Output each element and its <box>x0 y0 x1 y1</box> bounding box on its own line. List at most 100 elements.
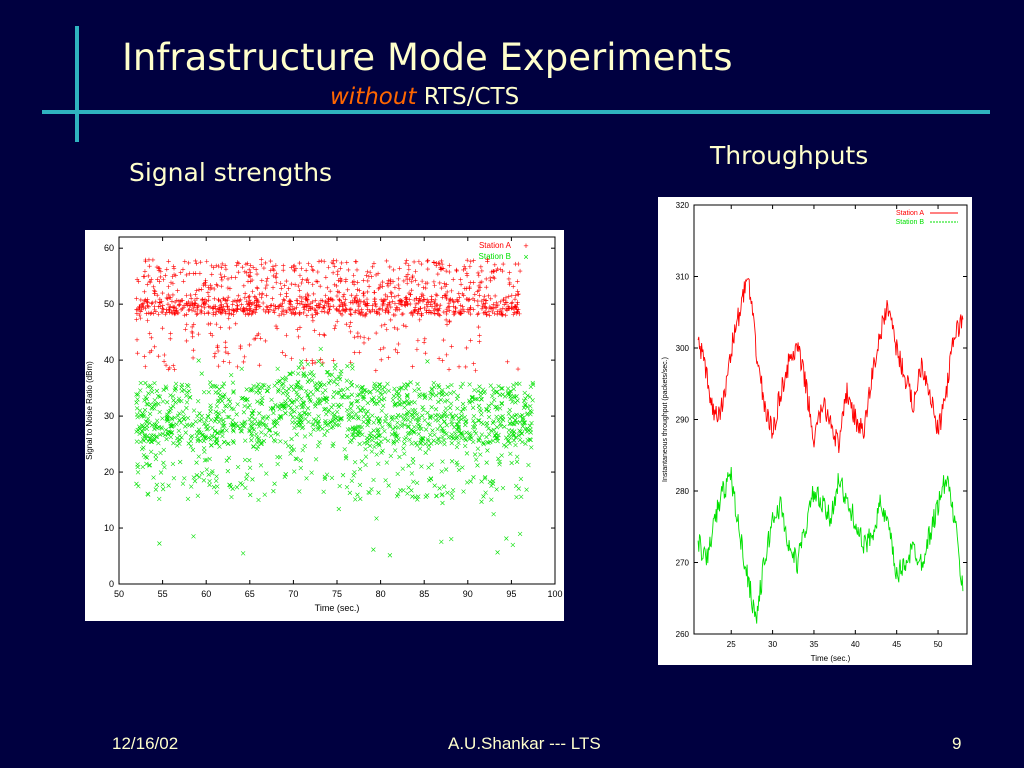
station-b-point <box>517 531 523 537</box>
station-a-point <box>422 336 428 342</box>
station-b-point <box>252 417 258 422</box>
station-a-point <box>343 277 349 282</box>
station-a-point <box>225 294 231 300</box>
station-a-point <box>505 303 511 309</box>
station-b-point <box>154 434 159 440</box>
station-a-point <box>384 258 389 264</box>
station-a-point <box>452 311 457 317</box>
station-a-point <box>364 311 369 316</box>
station-b-point <box>180 481 186 486</box>
station-b-point <box>239 421 244 426</box>
station-b-point <box>260 382 265 388</box>
station-b-point <box>350 366 355 371</box>
station-a-point <box>179 298 184 303</box>
station-a-point <box>385 294 390 299</box>
station-a-point <box>313 298 318 303</box>
y-axis-label: Signal to Noise Ratio (dBm) <box>85 361 94 460</box>
station-a-point <box>254 285 260 290</box>
station-a-point <box>301 305 306 310</box>
station-b-point <box>289 436 294 442</box>
station-a-point <box>144 311 149 316</box>
station-a-point <box>147 263 152 269</box>
station-b-point <box>414 416 419 422</box>
station-b-point <box>452 425 457 430</box>
station-b-point <box>373 440 379 446</box>
y-tick-label: 300 <box>676 344 690 353</box>
station-b-point <box>487 479 493 485</box>
station-b-point <box>221 394 227 399</box>
station-b-point <box>348 402 354 407</box>
station-a-point <box>235 303 240 309</box>
station-b-point <box>220 423 225 429</box>
station-a-point <box>207 286 213 292</box>
station-b-point <box>282 474 288 479</box>
station-b-point <box>176 428 182 434</box>
station-b-point <box>204 467 210 472</box>
station-a-point <box>304 303 309 308</box>
station-a-point <box>511 284 516 289</box>
station-b-point <box>423 427 429 432</box>
station-a-point <box>503 312 508 318</box>
station-a-point <box>190 301 195 306</box>
station-b-point <box>485 448 490 453</box>
station-b-point <box>335 382 340 387</box>
station-a-point <box>225 351 231 356</box>
station-b-point <box>380 424 385 430</box>
station-b-point <box>169 417 175 422</box>
station-a-point <box>515 289 520 294</box>
station-b-point <box>472 424 478 430</box>
station-a-point <box>252 299 257 305</box>
station-b-point <box>406 485 411 490</box>
station-b-point <box>467 382 472 387</box>
station-b-point <box>311 427 316 432</box>
station-b-point <box>322 476 328 481</box>
station-a-point <box>227 360 232 365</box>
legend-label: Station B <box>479 252 511 261</box>
station-b-point <box>193 419 198 424</box>
station-a-point <box>365 307 370 312</box>
station-b-point <box>524 487 529 492</box>
station-a-point <box>206 297 211 303</box>
station-a-point <box>409 279 414 285</box>
station-a-point <box>340 294 346 300</box>
y-tick-label: 310 <box>676 273 690 282</box>
station-a-point <box>395 350 400 355</box>
station-a-point <box>171 363 176 368</box>
station-b-point <box>202 458 208 463</box>
station-b-point <box>259 401 265 407</box>
station-a-point <box>435 307 441 312</box>
station-b-point <box>343 453 349 459</box>
station-a-point <box>254 303 259 308</box>
station-a-point <box>484 312 490 317</box>
station-a-point <box>249 302 254 307</box>
station-b-point <box>455 462 460 468</box>
station-b-point <box>347 490 353 496</box>
station-b-point <box>405 424 411 429</box>
station-a-point <box>142 274 147 279</box>
station-b-point <box>494 414 499 419</box>
station-b-point <box>378 439 384 444</box>
station-b-point <box>168 434 174 440</box>
station-a-point <box>365 303 371 308</box>
station-b-point <box>137 424 142 429</box>
station-a-point <box>304 296 309 302</box>
station-a-point <box>323 293 328 298</box>
station-a-point <box>246 294 251 300</box>
station-b-point <box>225 441 231 447</box>
station-b-point <box>350 425 356 430</box>
station-b-point <box>249 420 254 425</box>
station-b-point <box>489 483 494 489</box>
station-a-point <box>299 266 304 271</box>
station-b-point <box>510 542 516 548</box>
station-a-point <box>256 304 262 309</box>
station-a-point <box>222 274 227 279</box>
station-a-point <box>406 267 412 272</box>
station-a-point <box>303 268 309 273</box>
station-a-point <box>230 299 236 304</box>
station-b-point <box>525 404 530 410</box>
station-a-point <box>202 311 207 316</box>
station-a-point <box>209 272 214 277</box>
station-a-point <box>182 313 187 318</box>
station-a-point <box>310 282 315 287</box>
station-a-point <box>382 322 388 327</box>
